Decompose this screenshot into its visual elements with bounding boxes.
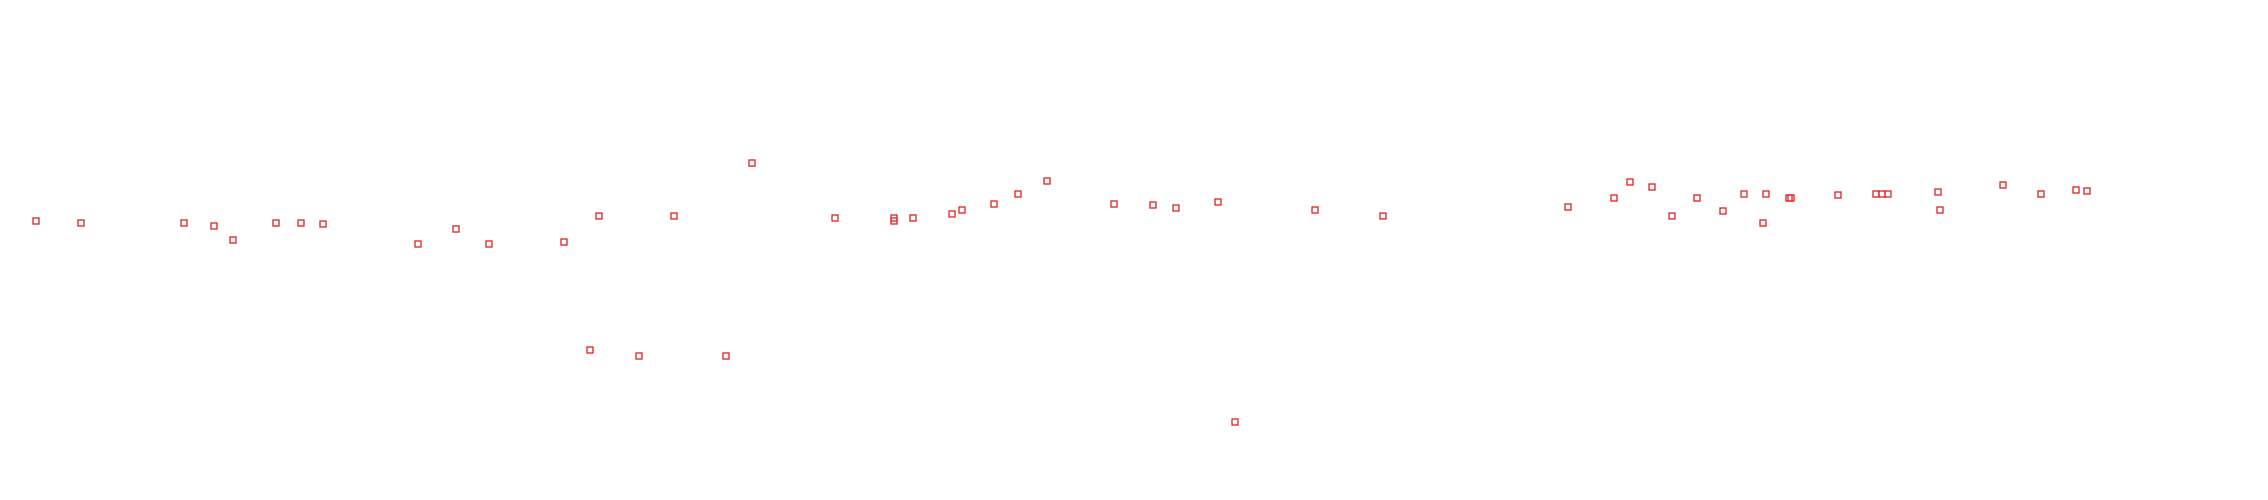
marker xyxy=(1762,190,1770,198)
marker xyxy=(890,217,898,225)
marker xyxy=(635,352,643,360)
marker xyxy=(1872,190,1880,198)
marker xyxy=(210,222,218,230)
marker xyxy=(1936,206,1944,214)
marker xyxy=(319,220,327,228)
marker xyxy=(2072,186,2080,194)
marker xyxy=(1999,181,2007,189)
marker xyxy=(229,236,237,244)
marker xyxy=(1648,183,1656,191)
marker xyxy=(948,210,956,218)
marker xyxy=(1878,190,1886,198)
marker xyxy=(2037,190,2045,198)
marker xyxy=(560,238,568,246)
marker xyxy=(1759,219,1767,227)
marker xyxy=(1785,194,1793,202)
marker xyxy=(909,214,917,222)
marker xyxy=(1231,418,1239,426)
marker xyxy=(1214,198,1222,206)
marker xyxy=(831,214,839,222)
marker xyxy=(1311,206,1319,214)
marker xyxy=(1564,203,1572,211)
marker xyxy=(414,240,422,248)
marker xyxy=(1626,178,1634,186)
marker xyxy=(485,240,493,248)
marker xyxy=(748,159,756,167)
marker xyxy=(958,206,966,214)
marker xyxy=(77,219,85,227)
marker xyxy=(586,346,594,354)
marker xyxy=(1379,212,1387,220)
marker xyxy=(1693,194,1701,202)
marker xyxy=(452,225,460,233)
marker xyxy=(1740,190,1748,198)
marker xyxy=(32,217,40,225)
marker xyxy=(1719,207,1727,215)
marker xyxy=(272,219,280,227)
marker xyxy=(2083,187,2091,195)
marker xyxy=(1149,201,1157,209)
marker xyxy=(1014,190,1022,198)
marker xyxy=(297,219,305,227)
marker xyxy=(722,352,730,360)
marker xyxy=(1787,194,1795,202)
marker xyxy=(1834,191,1842,199)
marker xyxy=(1610,194,1618,202)
marker xyxy=(670,212,678,220)
marker xyxy=(1934,188,1942,196)
marker xyxy=(1884,190,1892,198)
marker xyxy=(180,219,188,227)
marker xyxy=(1110,200,1118,208)
marker xyxy=(1172,204,1180,212)
marker xyxy=(990,200,998,208)
marker xyxy=(1668,212,1676,220)
marker xyxy=(595,212,603,220)
marker xyxy=(1043,177,1051,185)
